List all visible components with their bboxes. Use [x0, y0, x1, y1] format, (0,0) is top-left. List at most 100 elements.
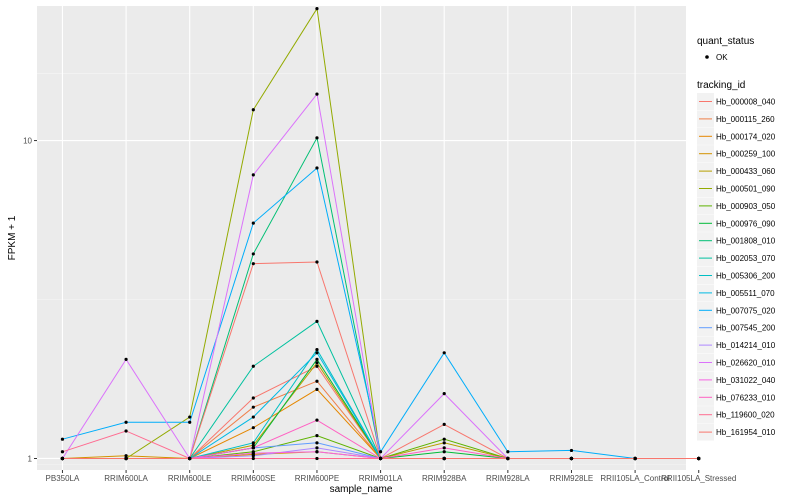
legend-label: Hb_000174_020 [716, 132, 776, 141]
y-axis: 1 10 [23, 137, 37, 463]
legend-label: Hb_161954_010 [716, 428, 776, 437]
data-point [442, 351, 446, 355]
data-point [251, 364, 255, 368]
x-tick-label: RRII105LA_Control [600, 474, 670, 483]
legend-label: Hb_005511_070 [716, 289, 775, 298]
data-point [251, 443, 255, 447]
legend-quant-point-icon [705, 55, 709, 59]
legend-label: Hb_119600_020 [716, 411, 775, 420]
data-point [251, 396, 255, 400]
data-point [442, 391, 446, 396]
data-point [315, 418, 319, 422]
legend-label: Hb_007075_020 [716, 306, 776, 315]
data-point [124, 454, 128, 458]
y-tick-label: 1 [28, 454, 33, 463]
legend-quant-title: quant_status [697, 36, 754, 47]
legend-label: Hb_014214_010 [716, 341, 776, 350]
data-point [124, 429, 128, 433]
legend-label: Hb_005306_200 [716, 272, 776, 281]
legend-quant-label: OK [716, 53, 728, 62]
data-point [124, 420, 128, 424]
data-point [315, 351, 319, 355]
legend-label: Hb_000115_260 [716, 115, 775, 124]
data-point [315, 260, 319, 264]
data-point [315, 319, 319, 323]
data-point [569, 448, 574, 453]
data-point [315, 441, 319, 445]
grid-lines [37, 6, 700, 470]
data-point [506, 450, 510, 454]
data-point [251, 426, 255, 430]
legend-label: Hb_000008_040 [716, 98, 776, 107]
data-point [251, 252, 255, 256]
data-point [442, 446, 446, 450]
x-tick-label: RRIM600LE [168, 474, 212, 483]
data-point [188, 456, 192, 461]
data-point [315, 450, 319, 454]
data-point [251, 262, 255, 266]
data-point [315, 7, 319, 11]
data-point [251, 446, 255, 450]
legend-label: Hb_076233_010 [716, 393, 776, 402]
data-point [251, 173, 255, 177]
legend-label: Hb_000903_050 [716, 202, 776, 211]
x-tick-label: RRIM600PE [295, 474, 339, 483]
data-point [442, 441, 446, 445]
data-point [315, 446, 319, 450]
x-tick-label: RRIM928BA [422, 474, 467, 483]
legend-label: Hb_000433_060 [716, 167, 776, 176]
panel-background [37, 6, 686, 470]
data-point [251, 221, 255, 225]
data-point [124, 456, 128, 461]
data-point [442, 450, 446, 454]
data-point [251, 405, 255, 409]
data-point [188, 415, 192, 419]
legend-tracking-id: tracking_id Hb_000008_040 Hb_000115_260 Hb… [697, 80, 776, 441]
data-point [315, 456, 319, 461]
data-point [378, 456, 383, 461]
legend-label: Hb_007545_200 [716, 324, 776, 333]
x-tick-label: RRIM928LE [550, 474, 594, 483]
y-tick-label: 10 [23, 137, 32, 146]
data-point [124, 357, 128, 361]
data-point [251, 456, 255, 461]
legend-label: Hb_031022_040 [716, 376, 776, 385]
legend-label: Hb_002053_070 [716, 254, 776, 263]
data-point [569, 456, 574, 461]
data-point [251, 454, 255, 458]
data-point [697, 456, 701, 461]
data-point [378, 450, 383, 454]
x-axis-title: sample_name [330, 484, 393, 495]
legend-label: Hb_000976_090 [716, 219, 776, 228]
data-point [315, 364, 319, 368]
x-tick-label: RRIM901LA [359, 474, 403, 483]
data-point [315, 136, 319, 140]
legend-tracking-title: tracking_id [697, 80, 745, 91]
x-tick-label: RRIM600SE [231, 474, 275, 483]
data-point [315, 387, 319, 391]
legend-label: Hb_026620_010 [716, 359, 776, 368]
x-tick-label: RRIM928LA [486, 474, 530, 483]
data-point [251, 451, 255, 455]
x-tick-label: RRII105LA_Stressed [661, 474, 736, 483]
legend-label: Hb_001808_010 [716, 237, 776, 246]
data-point [442, 456, 446, 461]
data-point [188, 420, 192, 424]
data-point [251, 415, 255, 419]
data-point [60, 450, 65, 454]
legend-label: Hb_000501_090 [716, 185, 776, 194]
data-point [633, 456, 637, 461]
data-point [315, 166, 319, 170]
data-point [506, 456, 510, 461]
x-tick-label: RRIM600LA [104, 474, 148, 483]
data-point [315, 357, 319, 361]
legend-label: Hb_000259_100 [716, 150, 776, 159]
series-points [60, 7, 701, 461]
data-point [315, 361, 319, 365]
data-point [251, 108, 255, 112]
data-point [315, 92, 319, 96]
y-axis-title: FPKM + 1 [7, 215, 18, 260]
data-point [60, 437, 65, 441]
x-tick-label: PB350LA [46, 474, 80, 483]
